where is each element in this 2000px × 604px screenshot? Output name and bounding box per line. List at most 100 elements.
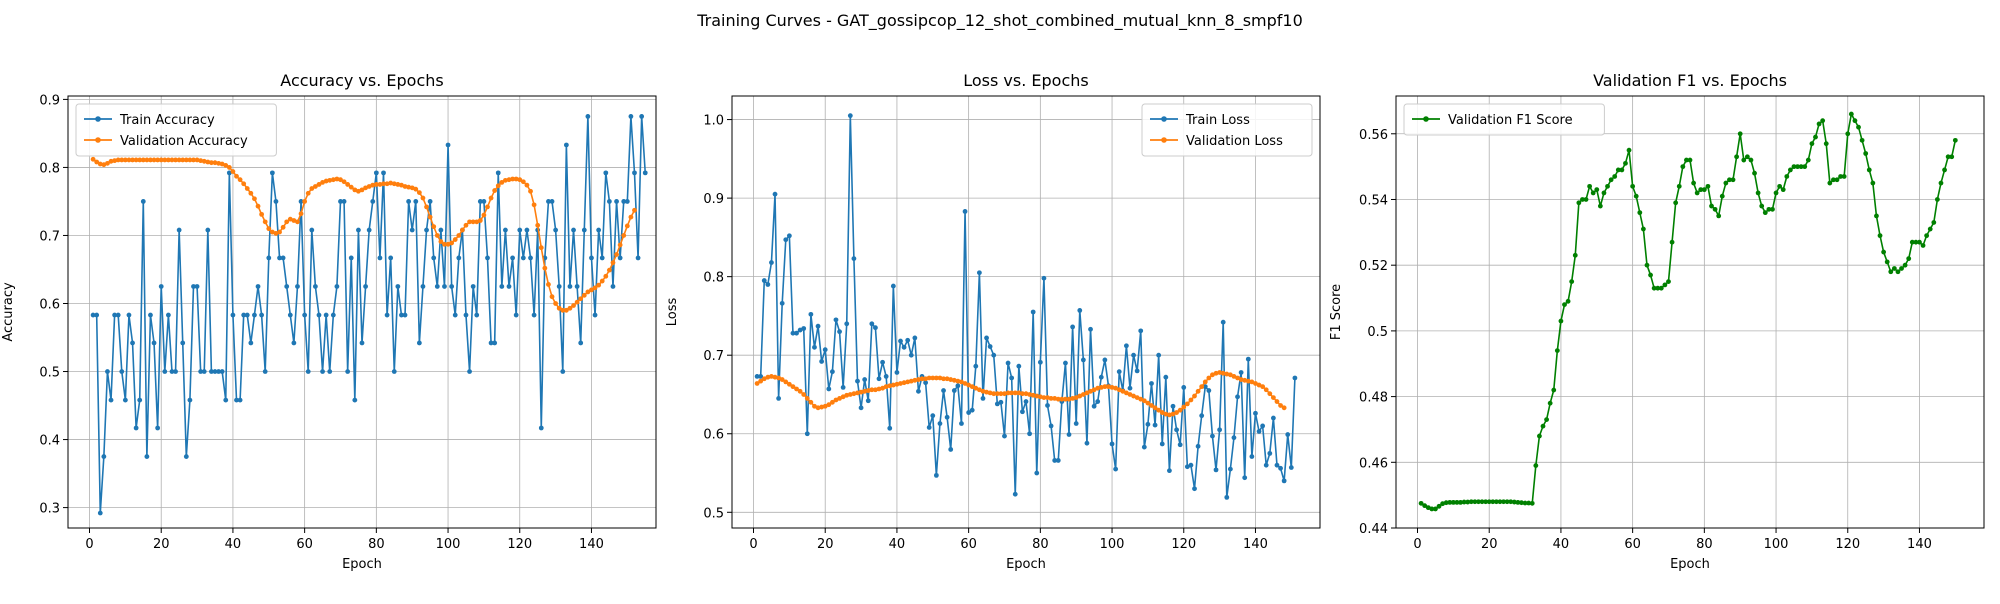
data-point — [456, 233, 462, 238]
data-point — [912, 377, 918, 383]
data-point — [549, 199, 555, 204]
data-point — [858, 405, 864, 411]
data-point — [908, 378, 914, 384]
data-point — [948, 377, 954, 382]
x-tick-label: 120 — [1171, 537, 1196, 552]
data-point — [273, 199, 279, 204]
data-point — [137, 397, 143, 403]
data-point — [334, 176, 340, 182]
data-point — [761, 376, 767, 382]
data-point — [517, 177, 523, 183]
data-point — [434, 233, 440, 238]
data-point — [298, 199, 304, 204]
y-tick-label: 0.52 — [1359, 259, 1388, 274]
data-point — [388, 255, 394, 261]
data-point — [901, 344, 907, 350]
data-point — [578, 340, 584, 346]
data-point — [1795, 164, 1800, 170]
data-point — [1637, 210, 1643, 216]
data-point — [574, 284, 580, 289]
data-point — [1931, 220, 1937, 225]
data-point — [829, 399, 835, 405]
data-point — [876, 376, 882, 382]
data-point — [323, 312, 329, 318]
data-point — [894, 381, 900, 387]
data-point — [1823, 141, 1829, 147]
data-point — [1436, 503, 1442, 509]
data-point — [237, 177, 243, 183]
data-point — [1476, 499, 1481, 505]
data-point — [1601, 190, 1607, 196]
data-point — [1106, 384, 1111, 390]
data-point — [316, 312, 322, 318]
data-point — [1684, 157, 1689, 163]
data-point — [1030, 392, 1036, 398]
data-point — [338, 177, 343, 183]
data-point — [758, 378, 764, 384]
data-point — [1123, 390, 1129, 396]
data-point — [1181, 404, 1187, 410]
data-point — [1095, 385, 1101, 391]
data-point — [373, 170, 379, 176]
data-point — [1927, 226, 1933, 232]
y-tick-label: 0.48 — [1359, 391, 1388, 406]
data-point — [819, 404, 825, 410]
data-point — [528, 188, 533, 194]
data-point — [923, 380, 929, 386]
data-point — [1270, 395, 1276, 401]
data-point — [549, 294, 555, 300]
data-point — [581, 227, 587, 233]
y-tick-label: 0.54 — [1359, 193, 1388, 208]
data-point — [546, 282, 551, 287]
data-point — [348, 184, 354, 190]
data-point — [140, 157, 146, 163]
data-point — [890, 283, 896, 289]
data-point — [980, 388, 986, 394]
data-point — [1080, 392, 1086, 397]
data-point — [1256, 382, 1262, 388]
data-point — [1590, 190, 1596, 196]
data-point — [1088, 388, 1093, 394]
data-point — [560, 307, 566, 313]
data-point — [1091, 403, 1097, 409]
data-point — [438, 239, 444, 244]
x-tick-label: 80 — [368, 537, 385, 552]
data-point — [1479, 499, 1485, 505]
data-point — [538, 425, 544, 431]
x-tick-label: 60 — [1624, 537, 1641, 552]
data-point — [801, 326, 807, 331]
data-point — [776, 396, 782, 401]
data-point — [359, 187, 365, 193]
data-point — [434, 284, 440, 289]
data-point — [452, 312, 458, 318]
data-point — [94, 312, 100, 318]
data-point — [1597, 203, 1603, 209]
data-point — [837, 396, 842, 401]
data-point — [1895, 269, 1901, 275]
data-point — [381, 170, 386, 176]
data-point — [194, 157, 200, 163]
data-point — [1511, 499, 1517, 505]
data-point — [1755, 190, 1761, 196]
data-point — [901, 380, 907, 386]
data-point — [822, 347, 828, 353]
data-point — [312, 284, 318, 289]
data-point — [1292, 375, 1298, 381]
data-point — [248, 340, 254, 346]
data-point — [377, 182, 383, 187]
data-point — [1041, 275, 1047, 281]
data-point — [610, 284, 616, 289]
data-point — [873, 387, 878, 393]
data-point — [1059, 396, 1065, 402]
data-point — [1041, 395, 1047, 401]
x-tick-label: 120 — [507, 537, 532, 552]
data-point — [1422, 503, 1428, 509]
data-point — [1077, 308, 1083, 313]
data-point — [1583, 197, 1589, 202]
data-point — [338, 199, 343, 204]
data-point — [994, 391, 1000, 397]
data-point — [187, 157, 193, 163]
data-point — [1245, 378, 1251, 384]
data-point — [1278, 403, 1283, 408]
data-point — [1012, 491, 1018, 497]
